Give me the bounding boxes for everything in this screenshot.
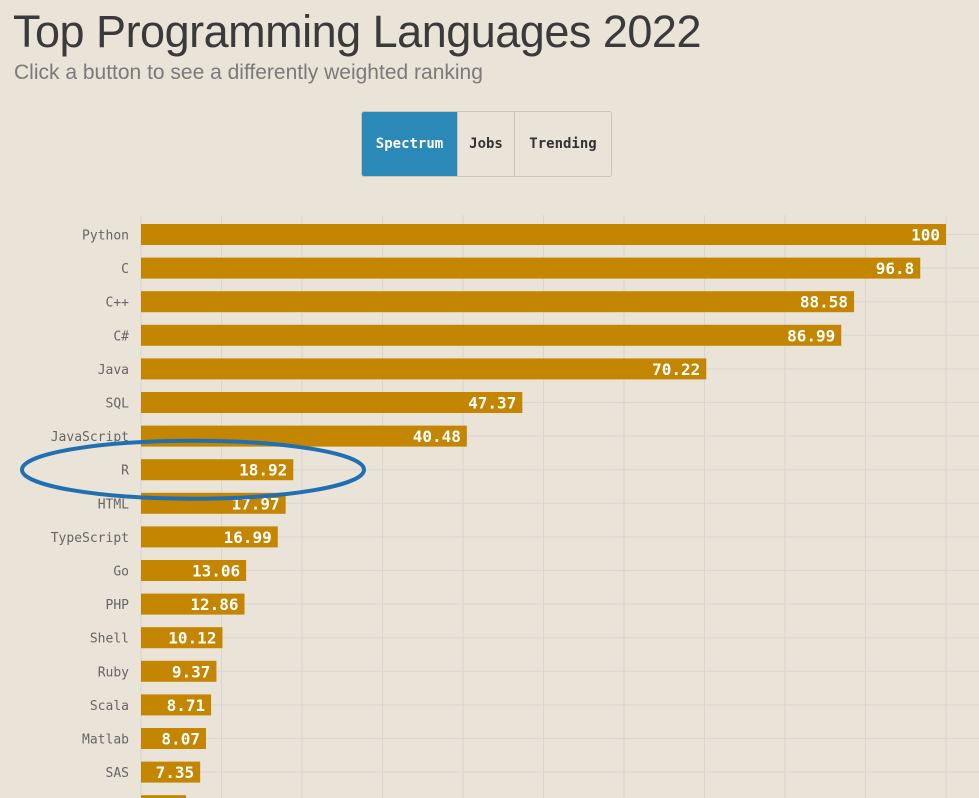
value-label-cpp: 88.58 (800, 293, 848, 312)
value-label-java: 70.22 (652, 360, 700, 379)
category-label-python: Python (82, 229, 129, 244)
bar-csharp[interactable] (141, 324, 842, 346)
bar-partial[interactable] (141, 795, 187, 798)
value-label-c: 96.8 (876, 259, 915, 278)
jobs-button[interactable]: Jobs (458, 112, 515, 176)
category-label-matlab: Matlab (82, 733, 129, 748)
bar-sas[interactable] (141, 761, 201, 783)
category-label-cpp: C++ (106, 296, 130, 311)
value-label-scala: 8.71 (167, 696, 206, 715)
value-label-sas: 7.35 (156, 763, 195, 782)
page-title: Top Programming Languages 2022 (13, 6, 701, 57)
value-label-python: 100 (911, 226, 940, 245)
bar-sql[interactable] (141, 392, 523, 413)
bar-typescript[interactable] (141, 526, 278, 548)
value-label-sql: 47.37 (468, 394, 516, 413)
category-label-html: HTML (98, 497, 129, 512)
category-label-go: Go (113, 565, 129, 580)
page-subtitle: Click a button to see a differently weig… (14, 61, 483, 84)
category-label-php: PHP (106, 598, 130, 613)
value-label-typescript: 16.99 (224, 528, 272, 547)
value-label-php: 12.86 (190, 595, 238, 614)
category-label-c: C (121, 262, 129, 277)
category-label-java: Java (98, 363, 129, 378)
category-label-ruby: Ruby (98, 665, 129, 680)
bar-r[interactable] (141, 459, 294, 481)
spectrum-button[interactable]: Spectrum (362, 112, 458, 176)
value-label-javascript: 40.48 (413, 427, 461, 446)
category-label-javascript: JavaScript (51, 430, 129, 445)
category-label-typescript: TypeScript (51, 531, 129, 546)
category-label-sas: SAS (106, 766, 129, 781)
bar-java[interactable] (141, 358, 707, 380)
category-label-r: R (121, 464, 129, 479)
bar-ruby[interactable] (141, 660, 217, 682)
bar-matlab[interactable] (141, 728, 206, 749)
category-label-sql: SQL (106, 397, 130, 412)
trending-button[interactable]: Trending (515, 112, 611, 176)
value-label-ruby: 9.37 (172, 662, 211, 681)
bar-scala[interactable] (141, 694, 212, 716)
bar-shell[interactable] (141, 627, 223, 649)
value-label-go: 13.06 (192, 562, 240, 581)
value-label-csharp: 86.99 (787, 326, 835, 345)
bar-c[interactable] (141, 257, 921, 279)
value-label-matlab: 8.07 (161, 730, 200, 749)
bar-python[interactable] (141, 224, 946, 245)
bar-go[interactable] (141, 560, 247, 581)
bar-php[interactable] (141, 593, 245, 615)
category-label-csharp: C# (113, 329, 129, 344)
value-label-r: 18.92 (239, 461, 287, 480)
category-label-shell: Shell (90, 632, 129, 647)
highlight-ellipse (20, 438, 366, 501)
bar-cpp[interactable] (141, 291, 855, 313)
category-label-scala: Scala (90, 699, 129, 714)
ranking-button-group: Spectrum Jobs Trending (361, 111, 612, 177)
value-label-shell: 10.12 (168, 629, 216, 648)
